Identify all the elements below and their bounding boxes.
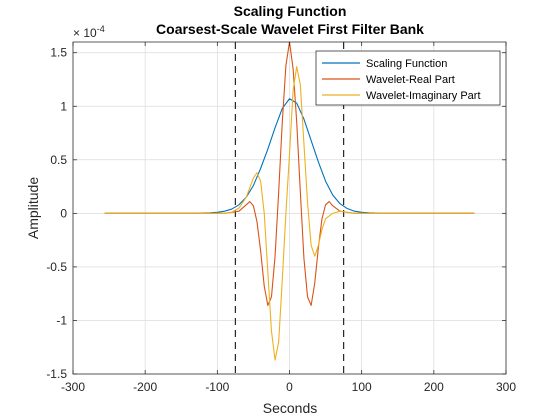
y-axis-multiplier-exponent: -4 (97, 24, 105, 34)
x-tick-label: 0 (286, 380, 293, 394)
legend-entry-2: Wavelet-Imaginary Part (366, 90, 481, 102)
legend-entry-1: Wavelet-Real Part (366, 74, 455, 86)
y-tick-label: 0 (60, 206, 67, 220)
series-line-0 (104, 98, 475, 214)
y-tick-label: -1.5 (46, 367, 67, 381)
x-tick-label: 200 (424, 380, 444, 394)
series-line-2 (104, 66, 475, 361)
y-axis-multiplier: × 10-4 (73, 24, 105, 40)
legend-box (315, 50, 501, 106)
y-tick-label: -0.5 (46, 260, 67, 274)
y-axis-label: Amplitude (25, 177, 41, 239)
y-tick-label: 1.5 (50, 46, 67, 60)
x-tick-label: -300 (61, 380, 85, 394)
x-tick-label: 100 (352, 380, 372, 394)
legend-entry-0: Scaling Function (366, 58, 447, 70)
y-tick-label: 1 (60, 99, 67, 113)
legend: Scaling Function Wavelet-Real Part Wavelet… (315, 50, 501, 106)
x-axis-label: Seconds (263, 400, 317, 416)
ticks: -300 -200 -100 0 100 200 300 -1.5 -1 -0.5 0 0.5 1 1.5 (46, 42, 516, 394)
x-tick-label: 300 (496, 380, 516, 394)
x-tick-label: -200 (133, 380, 157, 394)
y-axis-multiplier-base: × 10 (73, 26, 97, 40)
y-tick-label: -1 (56, 313, 67, 327)
chart-title-line-2: Coarsest-Scale Wavelet First Filter Bank (156, 21, 424, 37)
chart-title-line-1: Scaling Function (234, 3, 347, 19)
y-tick-label: 0.5 (50, 153, 67, 167)
reference-lines (234, 42, 345, 374)
x-tick-label: -100 (205, 380, 229, 394)
